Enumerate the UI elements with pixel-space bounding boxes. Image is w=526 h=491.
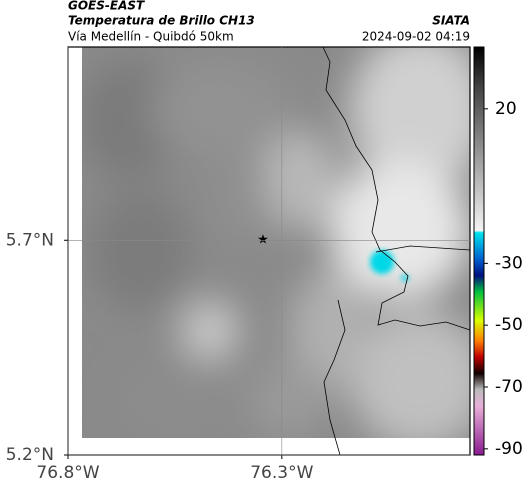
title: GOES-EAST: [68, 0, 145, 13]
location: Vía Medellín - Quibdó 50km: [68, 30, 234, 44]
imagery: [82, 47, 470, 438]
datetime: 2024-09-02 04:19: [362, 30, 470, 44]
coastline: [322, 46, 471, 456]
colorbar-tick-label: -70: [495, 377, 523, 397]
source: SIATA: [432, 14, 470, 28]
colorbar-tick-label: 20: [495, 99, 517, 119]
colorbar-tick-label: -90: [495, 439, 523, 459]
x-tick-label: 76.3°W: [250, 463, 313, 483]
subtitle: Temperatura de Brillo CH13: [68, 14, 255, 28]
colorbar: [473, 46, 485, 456]
y-tick-label: 5.2°N: [6, 445, 54, 465]
x-tick-label: 76.8°W: [36, 463, 99, 483]
y-tick-label: 5.7°N: [6, 230, 54, 250]
colorbar-tick-label: -50: [495, 315, 523, 335]
colorbar-tick-label: -30: [495, 253, 523, 273]
